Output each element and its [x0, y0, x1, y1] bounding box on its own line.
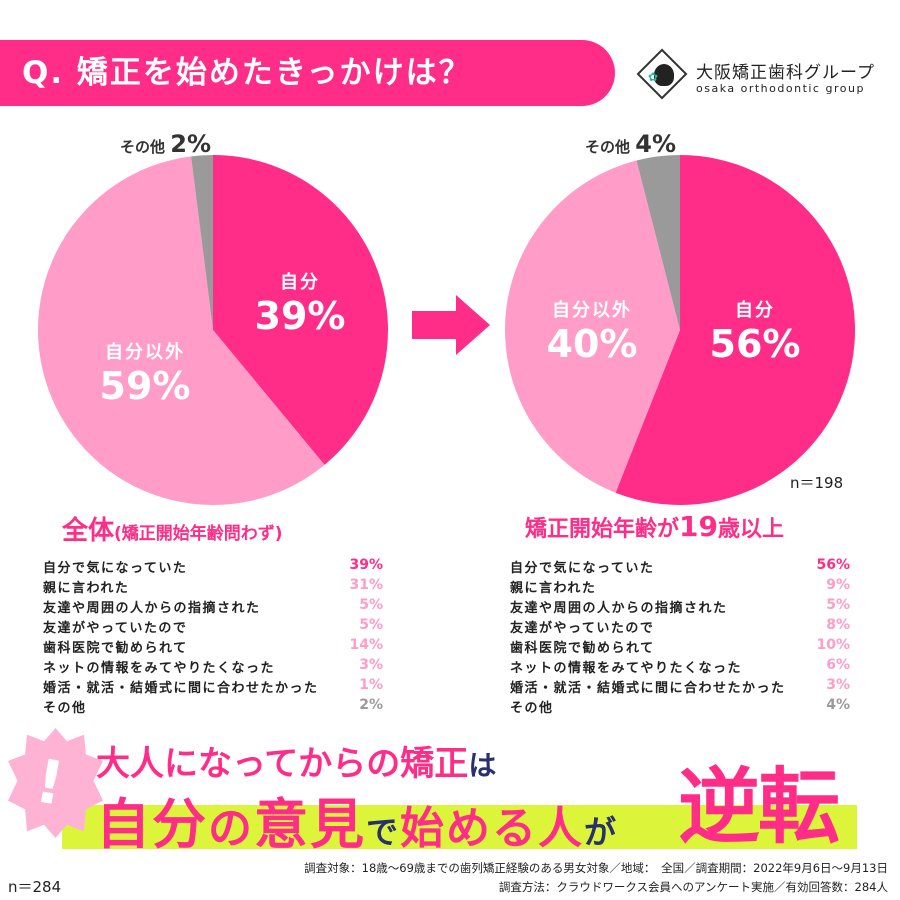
other-value-left: 2 [170, 130, 187, 158]
notself-label-right: 自分以外 40% [546, 300, 638, 366]
pie-slice-other [191, 155, 213, 330]
n-right: n＝198 [790, 474, 844, 492]
table-row: その他 4% [510, 697, 850, 717]
highlight-bar [62, 805, 857, 849]
table-row: 歯科医院で勧められて 14% [43, 637, 383, 657]
right-subtitle: 矯正開始年齢が19歳以上 [525, 510, 784, 543]
reason-value: 14% [349, 637, 383, 653]
footer-line1: 調査対象：18歳～69歳までの歯列矯正経験のある男女対象／地域： 全国／調査期間… [304, 861, 888, 875]
pie-slice-not-self [505, 160, 680, 493]
reason-value: 4% [826, 697, 850, 713]
n-total: n＝284 [8, 878, 62, 896]
footer-line2: 調査方法：クラウドワークス会員へのアンケート実施／有効回答数：284人 [498, 880, 888, 894]
right-table: 自分で気になっていた 56% 親に言われた 9% 友達や周囲の人からの指摘された 5% 友達… [510, 557, 850, 717]
pie-chart-overall [37, 155, 388, 506]
reason-value: 9% [826, 577, 850, 593]
reason-value: 3% [359, 657, 383, 673]
reason-label: 友達や周囲の人からの指摘された [43, 601, 261, 616]
table-row: 友達や周囲の人からの指摘された 5% [43, 597, 383, 617]
table-row: 親に言われた 9% [510, 577, 850, 597]
reason-value: 31% [349, 577, 383, 593]
pie-slice-other [636, 155, 680, 330]
reason-label: 友達がやっていたので [510, 621, 655, 636]
reason-value: 8% [826, 617, 850, 633]
reason-value: 3% [826, 677, 850, 693]
message-line1: 大人になってからの矯正は [96, 744, 497, 784]
table-row: 婚活・就活・結婚式に間に合わせたかった 3% [510, 677, 850, 697]
reason-value: 6% [826, 657, 850, 673]
reason-label: 歯科医院で勧められて [43, 641, 188, 656]
other-label-right: その他 4% [585, 130, 676, 158]
left-table: 自分で気になっていた 39% 親に言われた 31% 友達や周囲の人からの指摘された 5% 友… [43, 557, 383, 717]
self-label-left: 自分 39% [254, 272, 346, 338]
table-row: 友達や周囲の人からの指摘された 5% [510, 597, 850, 617]
message-reversal: 逆転 [678, 760, 840, 855]
reason-label: 婚活・就活・結婚式に間に合わせたかった [510, 681, 786, 696]
reason-label: ネットの情報をみてやりたくなった [43, 661, 276, 676]
reason-label: その他 [510, 701, 554, 716]
left-subtitle: 全体(矯正開始年齢問わず) [62, 516, 283, 546]
message-line2: 自分の意見で始める人が [96, 793, 619, 856]
table-row: 友達がやっていたので 5% [43, 617, 383, 637]
self-label-right: 自分 56% [709, 300, 801, 366]
clover-icon: ✿ [648, 70, 659, 84]
reason-value: 1% [359, 677, 383, 693]
reason-value: 2% [359, 697, 383, 713]
reason-label: 友達がやっていたので [43, 621, 188, 636]
question-banner: Q. 矯正を始めたきっかけは？ [0, 40, 615, 106]
reason-value: 5% [359, 617, 383, 633]
notself-label-left: 自分以外 59% [99, 342, 191, 408]
logo-jp: 大阪矯正歯科グループ [696, 63, 875, 83]
pie-slice-not-self [37, 156, 325, 506]
pie-chart-19plus [505, 155, 855, 505]
reason-label: 友達や周囲の人からの指摘された [510, 601, 728, 616]
reason-label: 親に言われた [510, 581, 597, 596]
table-row: ネットの情報をみてやりたくなった 6% [510, 657, 850, 677]
reason-value: 39% [349, 557, 383, 573]
table-row: 自分で気になっていた 39% [43, 557, 383, 577]
silhouette-icon [654, 64, 674, 86]
table-row: 婚活・就活・結婚式に間に合わせたかった 1% [43, 677, 383, 697]
reason-value: 10% [816, 637, 850, 653]
table-row: 歯科医院で勧められて 10% [510, 637, 850, 657]
reason-label: ネットの情報をみてやりたくなった [510, 661, 743, 676]
reason-label: 親に言われた [43, 581, 130, 596]
arrow-right-icon [412, 295, 490, 355]
pie-slice-self [213, 155, 388, 465]
table-row: その他 2% [43, 697, 383, 717]
reason-value: 5% [826, 597, 850, 613]
table-row: ネットの情報をみてやりたくなった 3% [43, 657, 383, 677]
reason-label: その他 [43, 701, 87, 716]
reason-label: 自分で気になっていた [43, 561, 188, 576]
pie-slice-self [615, 155, 855, 505]
reason-label: 歯科医院で勧められて [510, 641, 655, 656]
reason-value: 56% [816, 557, 850, 573]
table-row: 自分で気になっていた 56% [510, 557, 850, 577]
other-value-right: 4 [635, 130, 652, 158]
table-row: 親に言われた 31% [43, 577, 383, 597]
reason-value: 5% [359, 597, 383, 613]
reason-label: 婚活・就活・結婚式に間に合わせたかった [43, 681, 319, 696]
logo: ✿ 大阪矯正歯科グループ osaka orthodontic group [636, 48, 890, 102]
table-row: 友達がやっていたので 8% [510, 617, 850, 637]
logo-en: osaka orthodontic group [696, 82, 865, 95]
other-label-left: その他 2% [120, 130, 211, 158]
reason-label: 自分で気になっていた [510, 561, 655, 576]
